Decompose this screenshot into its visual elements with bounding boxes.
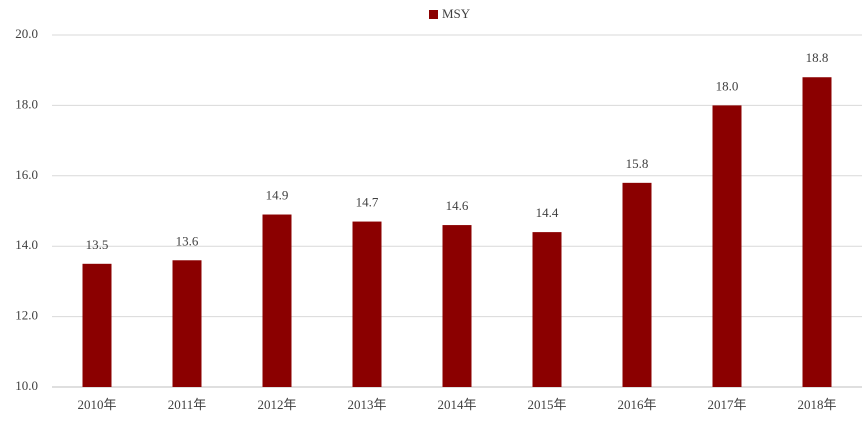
x-tick-label: 2017年 [707, 397, 746, 412]
data-label: 14.6 [446, 198, 469, 213]
bar [712, 105, 742, 388]
legend-swatch [429, 10, 438, 19]
x-tick-label: 2015年 [527, 397, 566, 412]
bar [352, 221, 382, 387]
bar [442, 225, 472, 387]
x-tick-label: 2013年 [347, 397, 386, 412]
y-tick-label: 18.0 [15, 96, 38, 111]
y-tick-label: 16.0 [15, 167, 38, 182]
x-tick-label: 2010年 [77, 397, 116, 412]
x-tick-label: 2016年 [617, 397, 656, 412]
data-label: 14.4 [536, 205, 559, 220]
bar [802, 77, 832, 388]
bar [82, 263, 112, 387]
y-tick-label: 10.0 [15, 378, 38, 393]
bar [262, 214, 292, 387]
data-label: 14.9 [266, 188, 289, 203]
y-tick-label: 12.0 [15, 308, 38, 323]
x-tick-label: 2014年 [437, 397, 476, 412]
y-tick-label: 14.0 [15, 237, 38, 252]
data-label: 14.7 [356, 195, 379, 210]
legend-label: MSY [442, 6, 471, 21]
bar [532, 232, 562, 387]
x-tick-label: 2012年 [257, 397, 296, 412]
y-tick-label: 20.0 [15, 26, 38, 41]
x-tick-label: 2011年 [168, 397, 207, 412]
data-label: 13.6 [176, 233, 199, 248]
data-label: 18.0 [716, 78, 739, 93]
data-label: 13.5 [86, 237, 109, 252]
data-label: 15.8 [626, 156, 649, 171]
x-tick-label: 2018年 [797, 397, 836, 412]
data-label: 18.8 [806, 50, 829, 65]
bar [622, 182, 652, 387]
bar [172, 260, 202, 387]
